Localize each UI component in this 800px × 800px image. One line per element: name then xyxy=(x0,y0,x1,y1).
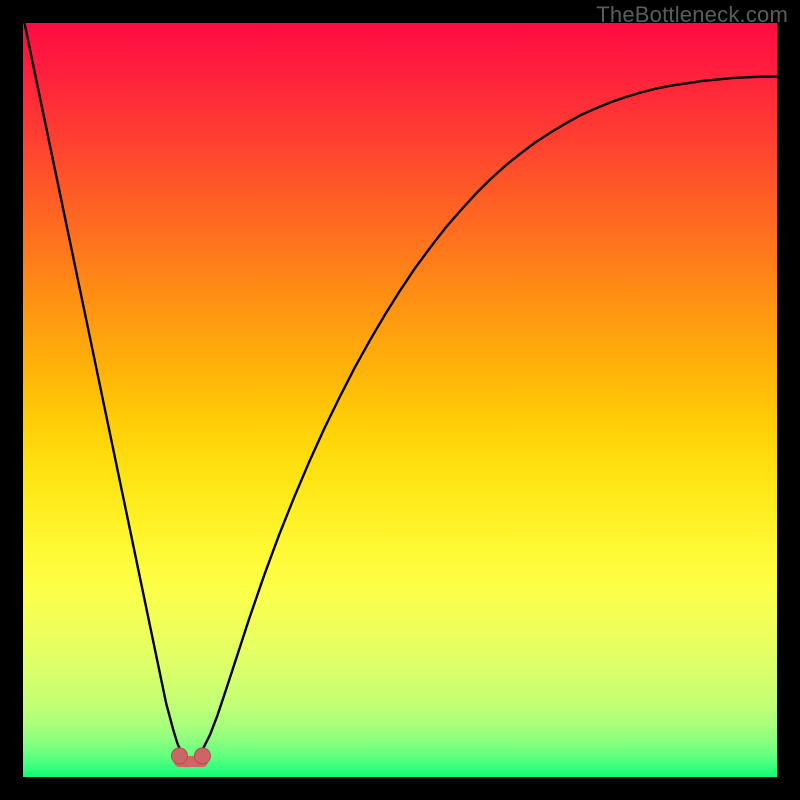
chart-background xyxy=(23,23,777,777)
chart-svg xyxy=(23,23,777,777)
plot-area xyxy=(23,23,777,777)
optimal-marker-1 xyxy=(194,748,210,764)
watermark-text: TheBottleneck.com xyxy=(596,2,788,28)
chart-container: TheBottleneck.com xyxy=(0,0,800,800)
optimal-marker-0 xyxy=(171,748,187,764)
